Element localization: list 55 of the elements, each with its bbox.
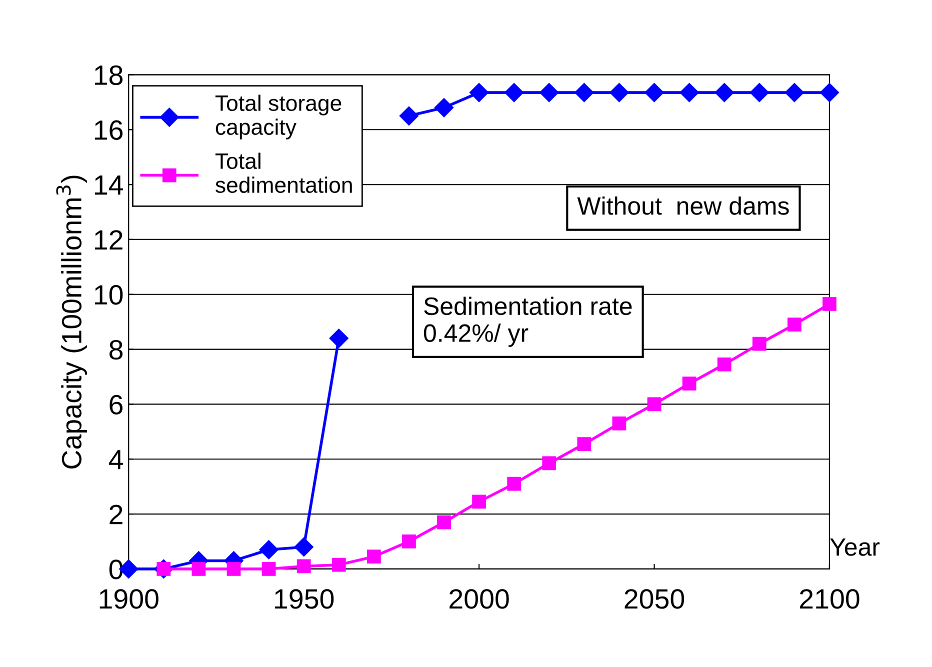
point bbox=[470, 83, 489, 102]
point bbox=[507, 476, 522, 491]
point bbox=[787, 318, 802, 332]
point bbox=[296, 559, 311, 574]
legend-label: Total storage capacity bbox=[215, 94, 342, 140]
point bbox=[437, 515, 451, 530]
x-tick-label: 1900 bbox=[100, 589, 158, 609]
point bbox=[820, 83, 840, 102]
point bbox=[366, 550, 381, 564]
point bbox=[717, 357, 732, 372]
x-axis-title: Year bbox=[830, 538, 880, 556]
x-tick-label: 2050 bbox=[624, 589, 684, 609]
y-tick-label: 18 bbox=[94, 65, 123, 86]
legend-label: Total sedimentation bbox=[215, 152, 352, 193]
point bbox=[259, 540, 278, 560]
point bbox=[577, 437, 592, 451]
annotation: Sedimentation rate 0.42%/ yr bbox=[424, 296, 632, 347]
point bbox=[714, 83, 734, 102]
y-tick-label: 2 bbox=[110, 504, 122, 524]
point bbox=[612, 416, 626, 430]
annotation: Without new dams bbox=[577, 196, 789, 215]
point bbox=[504, 83, 524, 102]
point bbox=[647, 397, 662, 412]
point bbox=[644, 83, 664, 102]
point bbox=[752, 336, 766, 351]
x-tick-label: 2000 bbox=[450, 589, 509, 609]
point bbox=[610, 83, 629, 102]
point bbox=[542, 456, 556, 470]
point bbox=[750, 83, 769, 102]
point bbox=[399, 106, 418, 126]
point bbox=[332, 558, 346, 572]
y-tick-label: 8 bbox=[110, 340, 123, 360]
point bbox=[540, 83, 559, 102]
point bbox=[784, 83, 804, 102]
y-tick-label: 4 bbox=[108, 450, 123, 470]
point bbox=[680, 83, 699, 102]
y-tick-label: 14 bbox=[94, 175, 123, 195]
y-tick-label: 6 bbox=[110, 394, 123, 415]
y-tick-label: 16 bbox=[94, 120, 123, 140]
x-tick-label: 1950 bbox=[275, 589, 334, 609]
point bbox=[434, 98, 454, 118]
point bbox=[226, 562, 241, 576]
point bbox=[329, 328, 348, 348]
y-axis-title: Capacity (100millionm$^{3}$) bbox=[56, 176, 88, 468]
y-tick-label: 12 bbox=[94, 230, 122, 250]
point bbox=[192, 562, 206, 576]
point bbox=[574, 83, 594, 102]
point bbox=[472, 494, 486, 509]
point bbox=[294, 537, 314, 557]
x-tick-label: 2100 bbox=[800, 589, 860, 609]
point bbox=[682, 376, 696, 391]
point bbox=[822, 297, 836, 311]
point bbox=[262, 562, 276, 576]
point bbox=[402, 534, 416, 548]
y-tick-label: 10 bbox=[94, 285, 123, 305]
